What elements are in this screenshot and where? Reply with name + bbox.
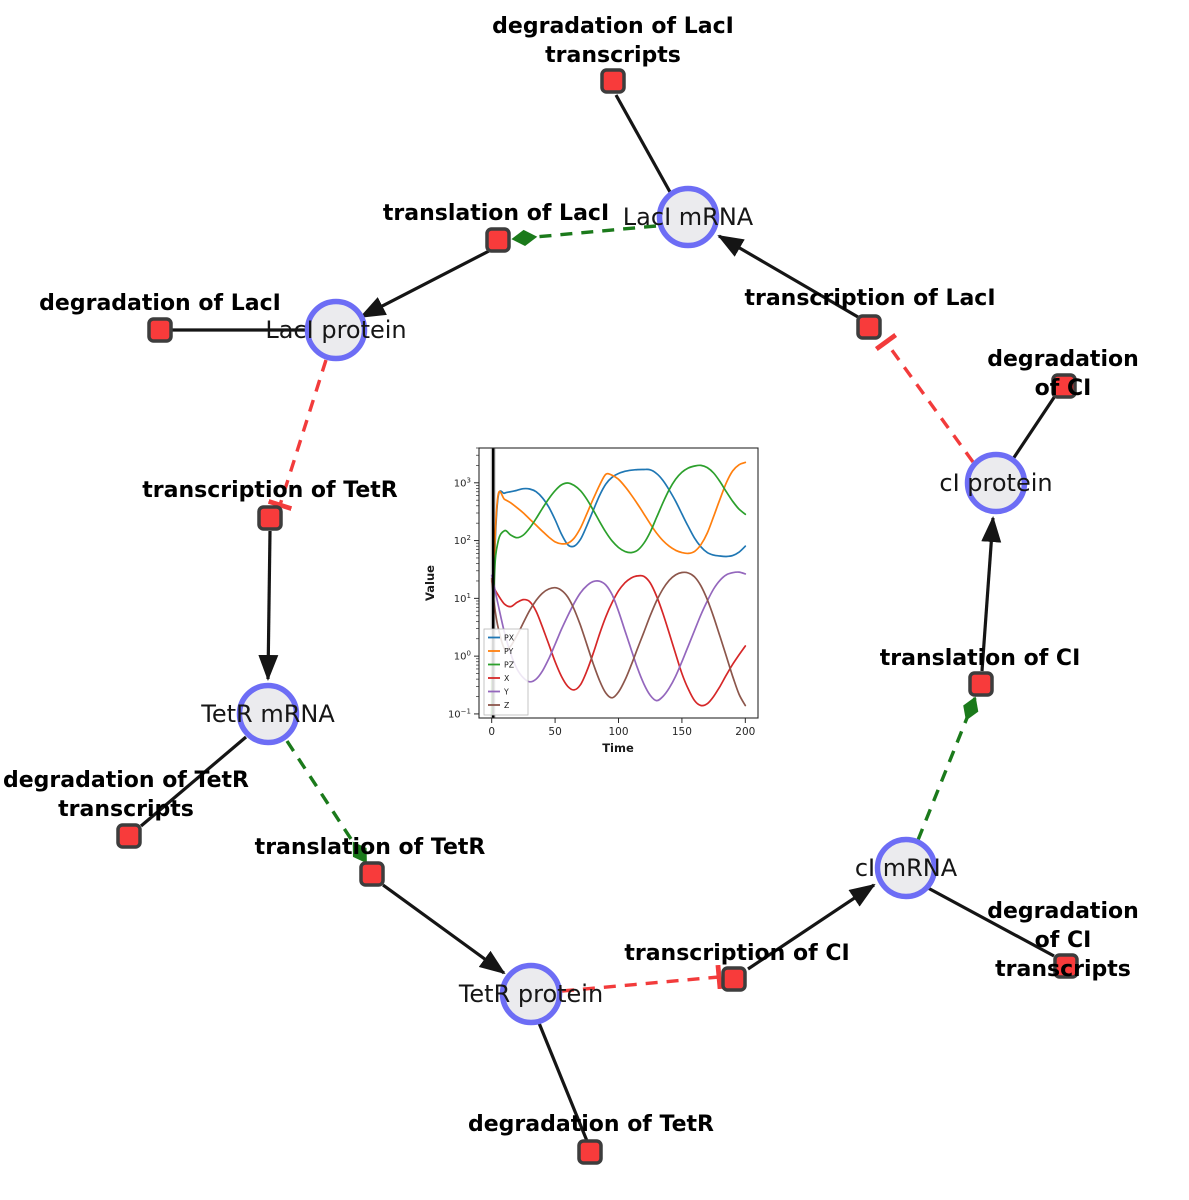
edge-tetr-protein-to-degradation	[537, 1022, 589, 1142]
species-label-laci-protein: LacI protein	[265, 316, 407, 344]
x-tick-label: 100	[608, 726, 628, 738]
edge-transcription-ci-to-ci-mrna	[747, 883, 876, 971]
reaction-label-degradation-laci: degradation of LacI	[39, 291, 281, 316]
reaction-label-degradation-tetr: degradation of TetR	[467, 1112, 715, 1137]
species-node-ci-protein[interactable]	[964, 451, 1028, 515]
species-label-ci-mrna: cI mRNA	[854, 854, 958, 882]
series-z	[490, 571, 747, 707]
plot-background	[410, 425, 780, 775]
edge-ci-mrna-to-degradation	[927, 886, 1055, 958]
legend-label-y: Y	[503, 687, 509, 696]
legend-label-z: Z	[504, 701, 509, 710]
simulation-plot: 0 50 100 150 200 103 102 101 100 10−1 PX PY PZ X Y Z Ti…	[410, 425, 780, 775]
reaction-node-degradation-laci-transcripts[interactable]	[600, 68, 626, 94]
inhibition-edge-laci-protein-to-transcription-tetr	[267, 359, 328, 511]
reaction-node-degradation-tetr-transcripts[interactable]	[116, 823, 142, 849]
reaction-node-translation-tetr[interactable]	[359, 861, 385, 887]
inhibition-edge-tetr-protein-to-transcription-ci	[561, 964, 723, 993]
reaction-node-degradation-laci[interactable]	[147, 317, 173, 343]
x-tick-label: 0	[488, 726, 495, 738]
reaction-label-degradation-ci-transcripts: degradation of CI transcripts	[987, 899, 1139, 982]
reaction-node-transcription-tetr[interactable]	[257, 505, 283, 531]
legend-label-px: PX	[504, 633, 515, 642]
species-node-tetr-protein[interactable]	[499, 962, 563, 1026]
modifier-edge-ci-mrna-to-translation	[916, 696, 979, 841]
edge-transcription-tetr-to-tetr-mrna	[258, 530, 279, 681]
edge-translation-laci-to-laci-protein	[359, 249, 490, 319]
reaction-node-translation-laci[interactable]	[485, 227, 511, 253]
x-tick-label: 200	[735, 726, 755, 738]
modifier-edge-laci-mrna-to-translation	[511, 224, 657, 247]
edge-laci-mrna-to-degradation	[614, 94, 672, 193]
species-label-tetr-protein: TetR protein	[458, 980, 604, 1008]
reaction-node-translation-ci[interactable]	[968, 671, 994, 697]
reaction-label-translation-laci: translation of LacI	[382, 201, 610, 226]
reaction-label-degradation-tetr-transcripts: degradation of TetR transcripts	[2, 768, 250, 822]
modifier-edge-tetr-mrna-to-translation	[285, 740, 368, 864]
legend-label-x: X	[504, 674, 510, 683]
reaction-node-transcription-ci[interactable]	[721, 966, 747, 992]
series-y	[490, 571, 747, 702]
edge-transcription-laci-to-laci-mrna	[717, 234, 859, 319]
series-py	[490, 461, 747, 715]
species-label-tetr-mrna: TetR mRNA	[201, 700, 335, 728]
edge-ci-protein-to-degradation	[1011, 395, 1057, 460]
series-pz	[490, 464, 747, 715]
reaction-node-degradation-ci-transcripts[interactable]	[1053, 953, 1079, 979]
reaction-label-degradation-ci: degradation of CI	[987, 347, 1139, 401]
reaction-label-transcription-tetr: transcription of TetR	[142, 478, 398, 503]
reaction-label-degradation-laci-transcripts: degradation of LacI transcripts	[492, 14, 734, 68]
species-node-laci-mrna[interactable]	[656, 185, 720, 249]
reaction-node-degradation-ci[interactable]	[1051, 373, 1077, 399]
edge-translation-ci-to-ci-protein	[980, 516, 1002, 672]
legend-label-py: PY	[504, 647, 514, 656]
legend-label-pz: PZ	[504, 660, 514, 669]
inhibition-edge-ci-protein-to-transcription-laci	[874, 333, 975, 463]
species-node-tetr-mrna[interactable]	[236, 682, 300, 746]
legend-box	[483, 628, 529, 716]
reaction-node-degradation-tetr[interactable]	[577, 1139, 603, 1165]
reaction-node-transcription-laci[interactable]	[856, 314, 882, 340]
reaction-label-translation-ci: translation of CI	[879, 646, 1081, 671]
x-tick-label: 150	[672, 726, 692, 738]
species-label-laci-mrna: LacI mRNA	[622, 203, 754, 231]
series-x	[490, 574, 747, 707]
edge-tetr-mrna-to-degradation	[139, 735, 248, 828]
x-axis-label: Time	[602, 741, 634, 755]
x-tick-label: 50	[548, 726, 561, 738]
plot-axes-box	[478, 447, 759, 719]
species-node-ci-mrna[interactable]	[874, 836, 938, 900]
species-node-laci-protein[interactable]	[304, 298, 368, 362]
reaction-label-transcription-ci: transcription of CI	[624, 941, 850, 966]
reaction-label-transcription-laci: transcription of LacI	[744, 286, 996, 311]
edge-translation-tetr-to-tetr-protein	[382, 883, 506, 975]
species-label-ci-protein: cI protein	[939, 469, 1053, 497]
reaction-label-translation-tetr: translation of TetR	[254, 835, 486, 860]
y-axis-label: Value	[423, 565, 437, 601]
